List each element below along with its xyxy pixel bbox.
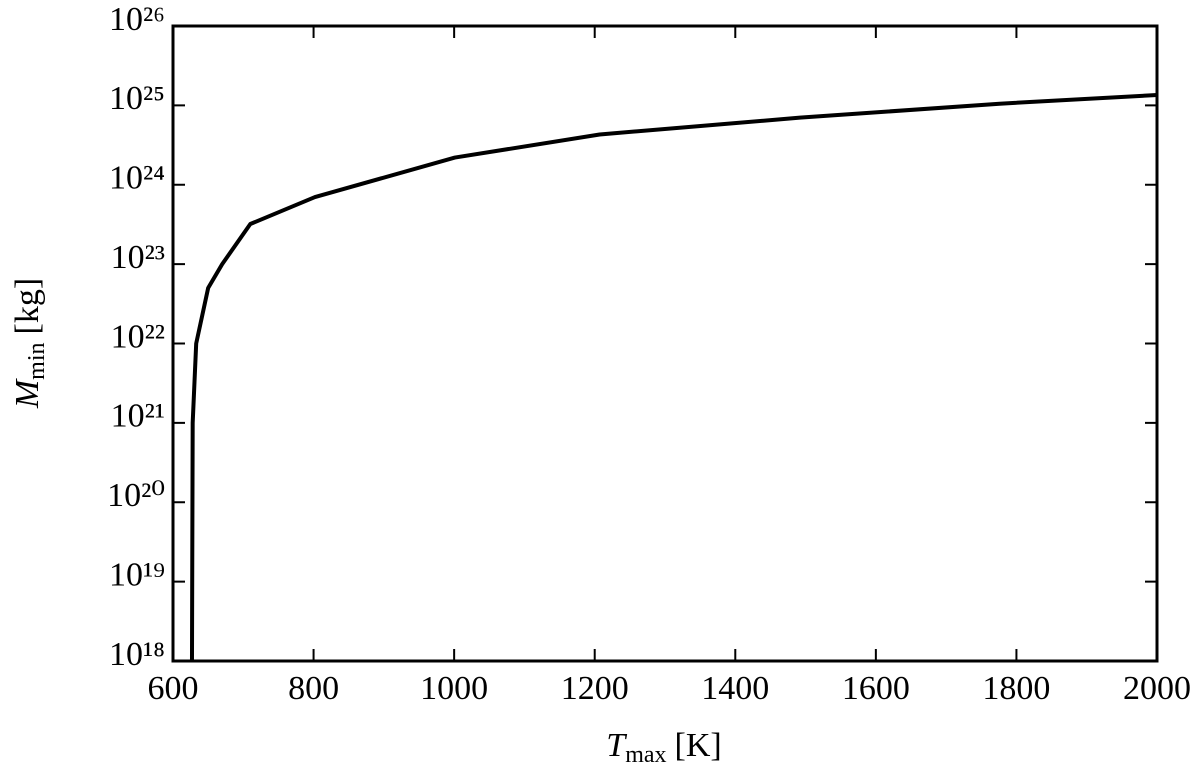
x-tick-label: 1800 [982,670,1050,707]
plot-frame [171,24,1159,663]
y-tick-label: 10²⁶ [109,1,165,38]
x-tick-label: 1200 [561,670,629,707]
y-label-subscript: min [24,342,50,379]
y-label-unit: [kg] [9,278,46,335]
line [189,93,1158,662]
x-tick-label: 2000 [1123,670,1191,707]
x-label-subscript: max [625,742,666,768]
y-tick-label: 10²⁰ [107,477,165,514]
y-tick-label: 10¹⁹ [109,556,165,593]
x-tick-label: 1600 [842,670,910,707]
x-label-symbol: T [606,727,627,764]
x-tick-label: 600 [148,670,199,707]
y-tick-label: 10²² [111,318,165,355]
x-tick-label: 800 [288,670,339,707]
y-tick-label: 10²¹ [111,398,165,435]
y-tick-label: 10²⁴ [109,160,165,197]
x-axis-label: Tmax [K] [606,727,721,768]
y-tick-label: 10¹⁸ [109,636,165,673]
y-label-symbol: M [9,378,46,409]
y-tick-label: 10²⁵ [109,80,165,117]
x-label-unit: [K] [675,727,722,764]
x-tick-label: 1400 [701,670,769,707]
x-tick-label: 1000 [420,670,488,707]
y-tick-label: 10²³ [111,239,165,276]
y-axis-label: Mmin [kg] [9,278,50,409]
